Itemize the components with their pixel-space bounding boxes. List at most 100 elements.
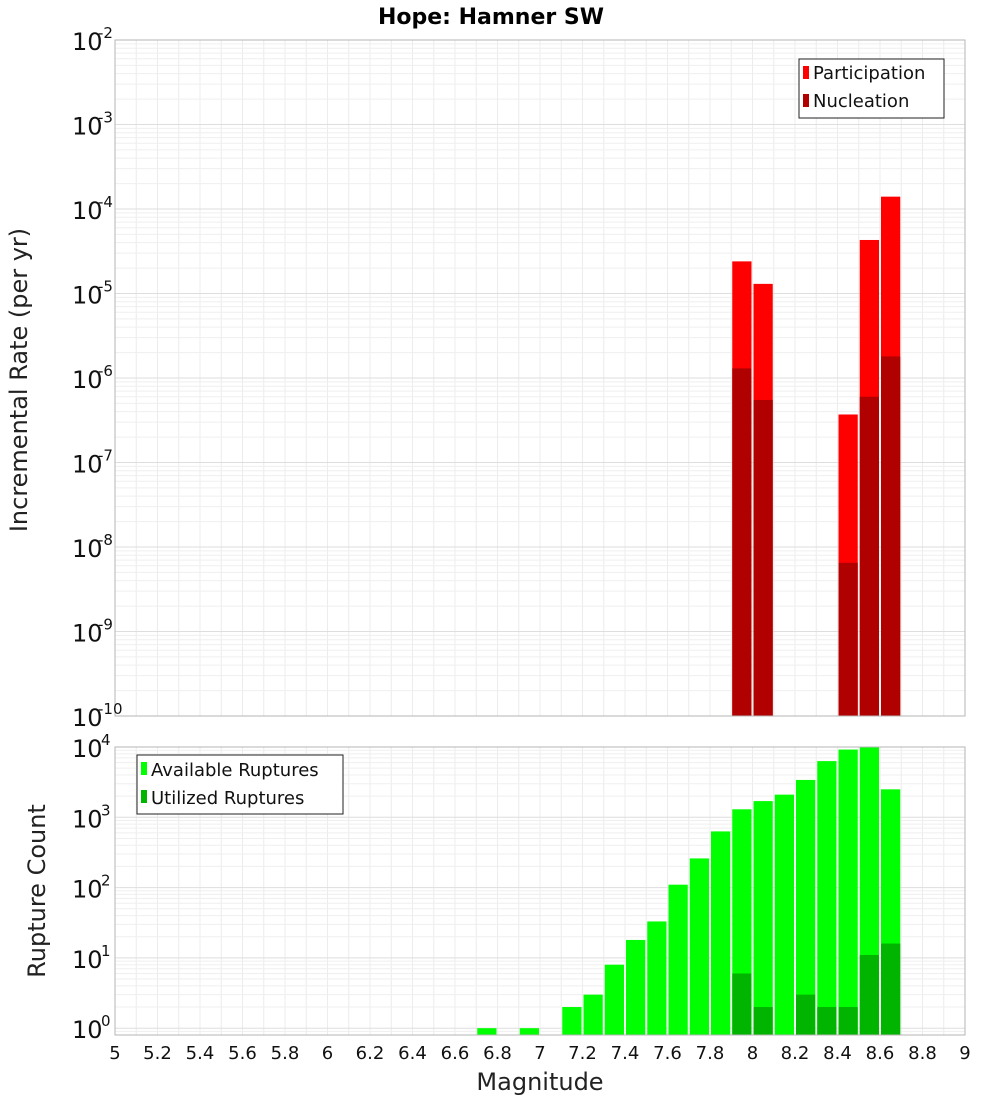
legend-label-utilized: Utilized Ruptures [151,788,304,809]
x-tick-label: 5.8 [271,1043,300,1064]
top-y-tick-exponent: -7 [98,447,113,465]
x-tick-label: 6.8 [483,1043,512,1064]
legend-swatch-available [141,762,147,775]
bar-utilized-ruptures [753,1007,773,1035]
top-y-tick-label: 10 [72,28,103,56]
x-tick-label: 7.8 [696,1043,725,1064]
x-axis-label: Magnitude [476,1068,603,1096]
bar-nucleation [753,399,773,716]
x-tick-label: 6.4 [398,1043,427,1064]
top-bars [732,196,901,717]
top-y-tick-exponent: -5 [98,278,113,296]
top-y-tick-exponent: -2 [98,24,113,42]
top-y-tick-label: 10 [72,197,103,225]
x-tick-label: 5.6 [228,1043,257,1064]
bar-available-ruptures [477,1028,497,1035]
bar-utilized-ruptures [796,994,816,1035]
legend-label-nucleation: Nucleation [813,91,909,112]
legend-swatch-nucleation [803,94,809,107]
legend-swatch-utilized [141,790,147,803]
x-tick-label: 8.4 [823,1043,852,1064]
bar-nucleation [881,356,901,716]
x-tick-label: 8.2 [781,1043,810,1064]
legend-label-available: Available Ruptures [151,760,319,781]
x-tick-label: 6.2 [356,1043,385,1064]
x-tick-label: 7.2 [568,1043,597,1064]
bottom-y-tick-label: 10 [72,1016,103,1044]
x-tick-label: 7 [534,1043,545,1064]
bar-utilized-ruptures [817,1007,837,1035]
x-tick-label: 5 [109,1043,120,1064]
bottom-y-tick-exponent: 2 [101,872,111,890]
bar-nucleation [732,368,752,716]
bottom-y-axis-label: Rupture Count [23,804,51,978]
bottom-y-tick-label: 10 [72,876,103,904]
bar-available-ruptures [838,749,858,1035]
bar-available-ruptures [519,1028,539,1035]
x-tick-label: 6 [322,1043,333,1064]
bar-nucleation [859,396,879,716]
top-y-tick-label: 10 [72,704,103,732]
bottom-y-tick-exponent: 4 [101,731,111,749]
bar-utilized-ruptures [732,973,752,1035]
bottom-legend: Available Ruptures Utilized Ruptures [136,754,344,815]
x-tick-label: 7.4 [611,1043,640,1064]
top-y-axis-label: Incremental Rate (per yr) [5,228,33,532]
top-y-tick-label: 10 [72,620,103,648]
x-tick-label: 8.8 [908,1043,937,1064]
x-tick-label: 5.2 [143,1043,172,1064]
x-tick-label: 6.6 [441,1043,470,1064]
bar-available-ruptures [774,794,794,1035]
top-y-tick-exponent: -4 [98,193,113,211]
top-y-tick-exponent: -3 [98,109,113,127]
x-tick-label: 8 [747,1043,758,1064]
x-tick-label: 7.6 [653,1043,682,1064]
bar-available-ruptures [604,964,624,1035]
legend-label-participation: Participation [813,63,925,84]
bar-available-ruptures [583,994,603,1035]
bar-utilized-ruptures [838,1007,858,1035]
bar-available-ruptures [689,858,709,1035]
top-y-tick-label: 10 [72,366,103,394]
x-tick-label: 5.4 [186,1043,215,1064]
top-y-tick-exponent: -6 [98,362,113,380]
bottom-legend-box [136,754,344,815]
top-y-tick-exponent: -9 [98,616,113,634]
bottom-y-tick-exponent: 0 [101,1012,111,1030]
bottom-y-tick-label: 10 [72,735,103,763]
x-ticks: 5 5.2 5.4 5.6 5.8 6 6.2 6.4 6.6 6.8 7 7.2 7.4 7.6 7.8 8… [109,1043,970,1064]
top-y-tick-label: 10 [72,451,103,479]
top-y-tick-label: 10 [72,282,103,310]
top-y-tick-exponent: -10 [98,700,123,718]
bottom-y-tick-label: 10 [72,805,103,833]
bar-available-ruptures [796,779,816,1035]
bottom-y-tick-label: 10 [72,946,103,974]
bottom-y-tick-exponent: 1 [101,942,111,960]
bar-available-ruptures [711,831,731,1035]
bar-nucleation [838,562,858,716]
legend-swatch-participation [803,66,809,79]
bar-utilized-ruptures [881,943,901,1035]
bottom-y-tick-exponent: 3 [101,801,111,819]
bar-utilized-ruptures [859,954,879,1035]
bar-available-ruptures [753,801,773,1035]
bar-available-ruptures [668,884,688,1035]
top-legend-box [798,58,945,119]
bar-available-ruptures [817,761,837,1035]
top-y-tick-exponent: -8 [98,531,113,549]
bar-available-ruptures [647,921,667,1035]
bottom-bars [477,747,901,1035]
x-tick-label: 8.6 [866,1043,895,1064]
top-plot-border [114,39,966,717]
top-y-tick-label: 10 [72,535,103,563]
top-legend: Participation Nucleation [798,58,945,119]
x-tick-label: 9 [959,1043,970,1064]
bottom-plot-border [114,746,966,1036]
top-grid [114,40,966,717]
bar-available-ruptures [626,939,646,1035]
